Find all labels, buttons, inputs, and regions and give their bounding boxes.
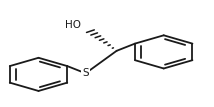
Text: HO: HO [65,20,81,30]
Text: S: S [82,68,89,78]
